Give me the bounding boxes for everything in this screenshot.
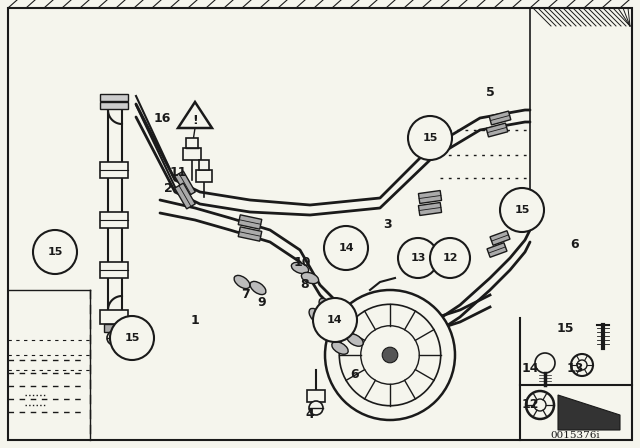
Bar xyxy=(307,390,325,402)
Circle shape xyxy=(382,347,398,363)
Polygon shape xyxy=(487,243,507,257)
Text: 15: 15 xyxy=(556,322,573,335)
Polygon shape xyxy=(175,183,195,209)
Ellipse shape xyxy=(332,342,348,354)
Text: 15: 15 xyxy=(422,133,438,143)
Circle shape xyxy=(33,230,77,274)
Circle shape xyxy=(361,326,419,384)
Text: 14: 14 xyxy=(327,315,343,325)
Polygon shape xyxy=(489,111,511,125)
Polygon shape xyxy=(558,395,620,430)
Bar xyxy=(100,94,128,101)
Text: 14: 14 xyxy=(338,243,354,253)
Circle shape xyxy=(398,238,438,278)
Polygon shape xyxy=(238,227,262,241)
Polygon shape xyxy=(419,190,442,203)
Circle shape xyxy=(571,354,593,376)
Text: 2: 2 xyxy=(164,181,172,194)
Text: 13: 13 xyxy=(566,362,584,375)
Text: 11: 11 xyxy=(169,165,187,178)
Text: 9: 9 xyxy=(258,296,266,309)
Bar xyxy=(100,102,128,109)
Text: 1: 1 xyxy=(191,314,200,327)
Bar xyxy=(104,324,124,332)
Circle shape xyxy=(430,238,470,278)
Circle shape xyxy=(526,391,554,419)
Polygon shape xyxy=(486,123,508,137)
Ellipse shape xyxy=(309,308,323,323)
Text: 6: 6 xyxy=(351,369,359,382)
Text: 15: 15 xyxy=(124,333,140,343)
Text: 5: 5 xyxy=(486,86,494,99)
Circle shape xyxy=(325,290,455,420)
Polygon shape xyxy=(178,102,212,128)
Ellipse shape xyxy=(250,281,266,295)
Text: 8: 8 xyxy=(301,279,309,292)
Ellipse shape xyxy=(347,334,363,346)
Text: !: ! xyxy=(192,115,198,128)
Text: 3: 3 xyxy=(384,219,392,232)
Polygon shape xyxy=(238,215,262,229)
Polygon shape xyxy=(490,231,510,246)
Text: 6: 6 xyxy=(571,238,579,251)
Text: 15: 15 xyxy=(47,247,63,257)
Polygon shape xyxy=(419,202,442,215)
Text: 12: 12 xyxy=(521,399,539,412)
Circle shape xyxy=(324,226,368,270)
Circle shape xyxy=(339,304,441,406)
Text: 13: 13 xyxy=(410,253,426,263)
Text: 10: 10 xyxy=(293,255,311,268)
Ellipse shape xyxy=(301,272,319,284)
Bar xyxy=(100,262,128,278)
Circle shape xyxy=(534,399,546,411)
Circle shape xyxy=(500,188,544,232)
Bar xyxy=(196,170,212,182)
Bar xyxy=(100,212,128,228)
Text: 14: 14 xyxy=(521,362,539,375)
Text: 7: 7 xyxy=(241,289,250,302)
Ellipse shape xyxy=(319,298,333,314)
Circle shape xyxy=(110,316,154,360)
Text: 16: 16 xyxy=(154,112,171,125)
Bar xyxy=(199,160,209,170)
Circle shape xyxy=(535,353,555,373)
Bar xyxy=(183,148,201,160)
Text: 0015376i: 0015376i xyxy=(550,431,600,439)
Ellipse shape xyxy=(291,263,308,274)
Ellipse shape xyxy=(234,276,250,289)
Bar xyxy=(100,310,128,324)
Text: 12: 12 xyxy=(442,253,458,263)
Circle shape xyxy=(309,401,323,415)
Text: 15: 15 xyxy=(515,205,530,215)
Circle shape xyxy=(313,298,357,342)
Circle shape xyxy=(577,360,587,370)
Circle shape xyxy=(107,331,121,345)
Circle shape xyxy=(408,116,452,160)
Bar xyxy=(100,162,128,178)
Bar xyxy=(186,138,198,148)
Text: 4: 4 xyxy=(306,409,314,422)
Polygon shape xyxy=(175,171,195,197)
